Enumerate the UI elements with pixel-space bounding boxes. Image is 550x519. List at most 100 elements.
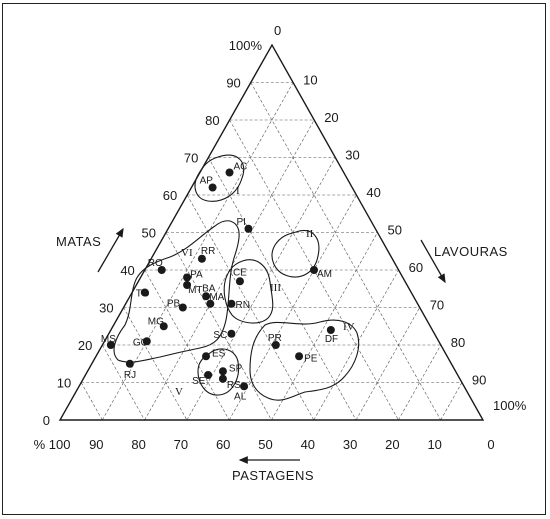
right-axis-arrow (420, 239, 446, 284)
tick-labels: 10 20 30 40 50 60 70 80 90 100% 0 0 10 20 30 40 50 60 70 80… (34, 23, 527, 452)
tick-right-2: 20 (324, 110, 338, 125)
point-label-pa: PA (190, 270, 203, 281)
point-label-pe: PE (304, 353, 318, 364)
point-label-rr: RR (201, 246, 215, 257)
point-label-ap: AP (200, 176, 214, 187)
point-rn (227, 299, 236, 308)
data-points (106, 168, 335, 391)
point-ro (157, 266, 166, 274)
grid-line-pastagens-80 (102, 344, 145, 421)
point-label-mg: MG (148, 316, 164, 327)
point-label-to: TO (136, 289, 150, 300)
tick-left-4: 40 (120, 263, 134, 278)
grid-line-lavouras-70 (355, 307, 420, 421)
point-label-mt: MT (188, 285, 202, 296)
point-rs (218, 374, 227, 383)
tick-left-7: 70 (184, 151, 198, 166)
tick-right-10: 100% (493, 398, 527, 413)
point-label-rn: RN (235, 300, 249, 311)
tick-bottom-6: 40 (301, 437, 315, 452)
cluster-outline-iii (223, 259, 274, 324)
point-mg (159, 322, 168, 331)
tick-right-3: 30 (345, 148, 359, 163)
point-ms (106, 341, 115, 349)
tick-left-6: 60 (163, 188, 177, 203)
point-sp (218, 367, 227, 376)
tick-left-3: 30 (99, 301, 113, 316)
point-label-ro: RO (148, 258, 163, 269)
tick-right-1: 10 (303, 73, 317, 88)
cluster-outline-ii (271, 230, 320, 278)
grid-line-pastagens-60 (144, 269, 230, 421)
point-label-pr: PR (268, 333, 282, 344)
group-label-iii: III (270, 282, 281, 294)
point-pa (183, 273, 192, 282)
tick-bottom-5: 50 (258, 437, 272, 452)
point-ap (208, 183, 217, 192)
left-axis-arrow (97, 227, 124, 273)
point-label-ce: CE (233, 267, 247, 278)
tick-left-1: 10 (57, 376, 71, 391)
tick-bottom-4: 60 (216, 437, 230, 452)
grid-line-pastagens-90 (80, 382, 103, 421)
grid-line-pastagens-10 (250, 82, 441, 421)
point-ac (225, 168, 234, 177)
point-label-al: AL (234, 391, 247, 402)
cluster-outline-i (194, 154, 245, 202)
tick-bottom-10: 0 (487, 437, 494, 452)
axis-title-lavouras: LAVOURAS (420, 239, 508, 284)
grid-line-lavouras-40 (228, 194, 357, 421)
group-label-v: V (175, 386, 183, 398)
axis-title-matas: MATAS (56, 227, 124, 273)
tick-left-10: 100% (229, 38, 263, 53)
grid-line-pastagens-40 (186, 194, 315, 421)
point-se (204, 371, 213, 379)
tick-left-5: 50 (142, 226, 156, 241)
point-go (142, 337, 151, 346)
tick-right-5: 50 (388, 223, 402, 238)
point-pr (271, 341, 280, 349)
point-label-sp: SP (229, 363, 243, 374)
point-mt (183, 281, 192, 289)
point-label-pb: PB (167, 299, 181, 310)
point-pi (244, 224, 253, 233)
point-label-se: SE (192, 376, 206, 387)
tick-bottom-0: % 100 (34, 437, 71, 452)
point-ma (206, 299, 215, 308)
group-label-iv: IV (343, 321, 355, 333)
point-rj (125, 359, 134, 368)
left-axis-label: MATAS (56, 234, 101, 249)
tick-left-8: 80 (205, 113, 219, 128)
tick-right-8: 80 (451, 335, 465, 350)
point-df (326, 326, 335, 334)
tick-right-9: 90 (472, 373, 486, 388)
point-pe (295, 352, 304, 361)
point-label-rs: RS (227, 380, 241, 391)
bottom-axis-label: PASTAGENS (232, 468, 314, 483)
tick-left-0: 0 (43, 413, 50, 428)
point-ba (202, 292, 211, 301)
point-to (140, 288, 149, 297)
point-rr (197, 254, 206, 263)
point-sc (227, 329, 236, 338)
tick-left-2: 20 (78, 338, 92, 353)
tick-right-0: 0 (274, 23, 281, 38)
group-label-ii: II (306, 228, 314, 240)
point-label-es: ES (212, 348, 226, 359)
tick-left-9: 90 (226, 76, 240, 91)
grid-line-pastagens-70 (123, 307, 188, 421)
tick-bottom-8: 20 (385, 437, 399, 452)
grid-line-lavouras-50 (271, 232, 378, 421)
tick-bottom-3: 70 (174, 437, 188, 452)
group-label-vi: VI (181, 247, 193, 259)
cluster-outline-v (197, 348, 240, 396)
point-label-ba: BA (202, 283, 216, 294)
tick-right-6: 60 (409, 260, 423, 275)
grid-line-lavouras-80 (398, 344, 442, 421)
axis-title-pastagens: PASTAGENS (232, 456, 314, 483)
right-axis-label: LAVOURAS (434, 244, 508, 259)
point-am (310, 266, 318, 274)
point-pb (178, 303, 187, 312)
point-label-ac: AC (234, 162, 248, 173)
group-label-i: I (236, 185, 240, 197)
